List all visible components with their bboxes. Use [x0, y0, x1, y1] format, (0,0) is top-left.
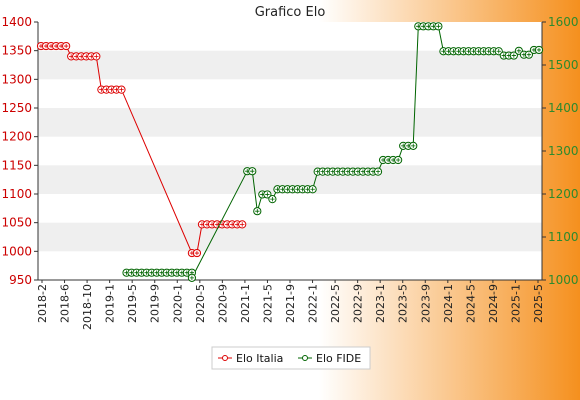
data-point-cross	[194, 250, 200, 256]
x-tick-label: 2018-2	[36, 284, 49, 323]
x-tick-label: 2018-6	[59, 284, 72, 323]
x-tick-label: 2024-1	[442, 284, 455, 323]
x-tick-label: 2023-5	[397, 284, 410, 323]
x-tick-label: 2021-9	[284, 284, 297, 323]
data-point-cross	[411, 143, 416, 149]
x-tick-label: 2024-9	[487, 284, 500, 323]
left-tick-label: 1000	[1, 244, 32, 258]
chart-title: Grafico Elo	[255, 5, 326, 20]
data-point-cross	[189, 275, 195, 281]
x-tick-label: 2021-1	[239, 284, 252, 323]
left-tick-label: 1400	[1, 15, 32, 29]
data-point-cross	[511, 53, 517, 58]
x-tick-label: 2022-1	[307, 284, 320, 323]
grid-band	[38, 222, 542, 252]
data-point-cross	[436, 24, 441, 29]
data-point-cross	[240, 222, 245, 227]
data-point-cross	[310, 187, 315, 192]
data-point-cross	[496, 49, 501, 54]
data-point-cross	[63, 43, 69, 49]
legend-swatch-marker	[222, 355, 228, 361]
left-tick-label: 950	[9, 273, 32, 287]
data-point-cross	[526, 52, 532, 57]
x-tick-label: 2020-9	[216, 284, 229, 323]
x-tick-label: 2021-5	[261, 284, 274, 323]
legend-item-elo-fide: Elo FIDE	[316, 352, 361, 365]
right-tick-label: 1200	[548, 187, 579, 201]
left-tick-label: 1200	[1, 130, 32, 144]
grid-band	[38, 50, 542, 80]
left-tick-label: 1050	[1, 216, 32, 230]
x-tick-label: 2019-1	[104, 284, 117, 323]
x-tick-label: 2019-9	[149, 284, 162, 323]
right-tick-label: 1400	[548, 101, 579, 115]
x-tick-label: 2023-9	[419, 284, 432, 323]
right-tick-label: 1000	[548, 273, 579, 287]
x-tick-label: 2020-1	[171, 284, 184, 323]
left-tick-label: 1250	[1, 101, 32, 115]
legend-item-elo-italia: Elo Italia	[236, 352, 283, 365]
data-point-cross	[270, 196, 275, 202]
right-tick-label: 1300	[548, 144, 579, 158]
left-tick-label: 1150	[1, 158, 32, 172]
data-point-cross	[265, 192, 270, 197]
right-tick-label: 1500	[548, 58, 579, 72]
x-tick-label: 2023-1	[374, 284, 387, 323]
data-point-cross	[516, 48, 522, 54]
x-tick-label: 2022-9	[352, 284, 365, 323]
x-tick-label: 2024-5	[464, 284, 477, 323]
left-tick-label: 1300	[1, 72, 32, 86]
right-tick-label: 1600	[548, 15, 579, 29]
data-point-cross	[255, 209, 260, 214]
grid-band	[38, 108, 542, 137]
data-point-cross	[119, 87, 124, 92]
data-point-cross	[375, 169, 381, 174]
x-tick-label: 2019-5	[126, 284, 139, 323]
data-point-cross	[395, 157, 401, 163]
right-tick-label: 1100	[548, 230, 579, 244]
left-tick-label: 1100	[1, 187, 32, 201]
left-tick-label: 1350	[1, 44, 32, 58]
data-point-cross	[250, 169, 255, 174]
x-tick-label: 2025-5	[532, 284, 545, 323]
x-tick-label: 2020-5	[194, 284, 207, 323]
x-tick-label: 2025-1	[509, 284, 522, 323]
data-point-cross	[536, 47, 542, 53]
x-tick-label: 2022-5	[329, 284, 342, 323]
legend-swatch-marker	[302, 355, 308, 361]
data-point-cross	[94, 54, 99, 59]
legend-box	[211, 346, 371, 370]
x-tick-label: 2018-10	[81, 284, 94, 330]
